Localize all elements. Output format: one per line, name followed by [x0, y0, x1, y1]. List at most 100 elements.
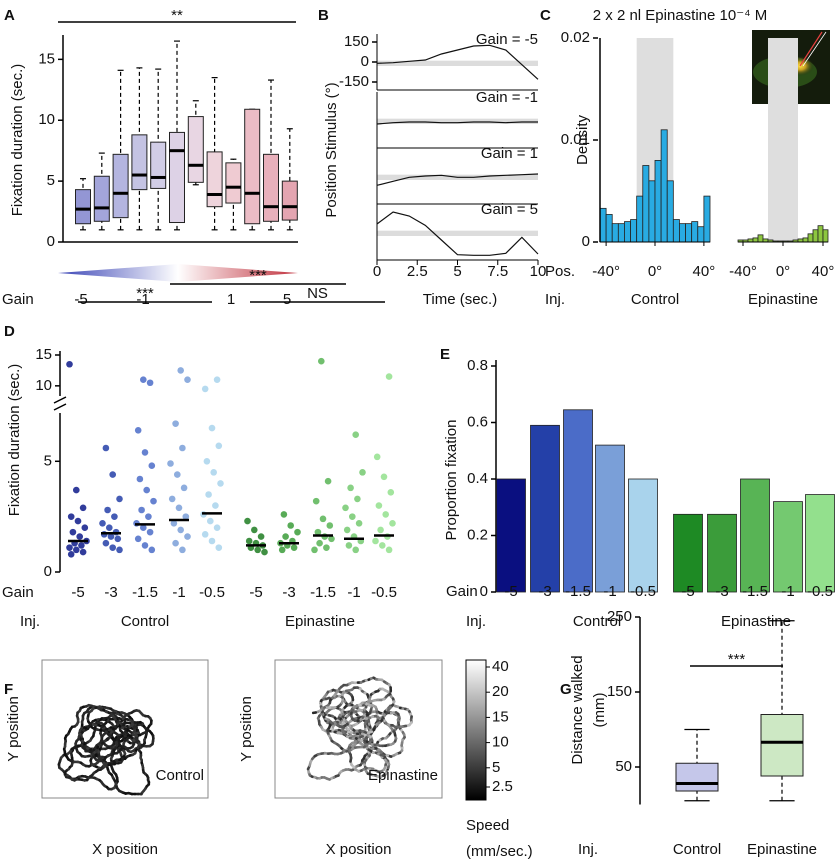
dot — [244, 517, 251, 525]
colorbar — [58, 264, 298, 282]
group-label: Epinastine — [285, 613, 355, 630]
bar — [757, 234, 764, 243]
dot — [143, 486, 150, 494]
dot — [380, 473, 388, 481]
colorbar-tick-label: -1 — [136, 291, 149, 308]
bar — [496, 478, 526, 593]
dot — [172, 420, 179, 427]
colorbar-tick-label: -5 — [74, 291, 87, 308]
dot — [349, 513, 356, 520]
bar — [630, 219, 638, 243]
x-axis-label: X position — [92, 841, 158, 858]
x-tick-label: -1 — [172, 584, 185, 601]
dot — [146, 528, 154, 536]
x-tick-label: -3 — [538, 583, 551, 600]
panel-letter: C — [540, 7, 551, 24]
bar — [673, 513, 703, 593]
dot — [146, 379, 154, 387]
x-tick-label: -40° — [592, 263, 620, 280]
x-tick-label: 40° — [812, 263, 835, 280]
box — [75, 189, 91, 225]
colorbar-tick-label: 20 — [492, 683, 509, 700]
dot — [73, 486, 80, 494]
dot — [213, 524, 221, 532]
box — [93, 175, 110, 222]
colorbar-tick-label: 40 — [492, 658, 509, 675]
dot — [203, 457, 211, 465]
dot — [177, 526, 184, 534]
significance: *** — [136, 285, 154, 302]
dot — [343, 526, 351, 534]
legend-label: Gain = 1 — [481, 145, 538, 162]
panel-letter: F — [4, 681, 13, 698]
y-tick-label: 5 — [44, 452, 52, 469]
box — [150, 141, 167, 189]
dot — [177, 367, 184, 374]
bar — [817, 225, 824, 243]
dot — [354, 495, 361, 503]
box — [225, 162, 242, 204]
dot — [294, 528, 301, 536]
dot — [179, 546, 186, 554]
dot — [254, 546, 261, 554]
bar — [807, 233, 814, 243]
y-axis-label: (mm) — [591, 693, 608, 728]
dot — [182, 513, 190, 520]
dot — [287, 522, 295, 529]
dot — [215, 442, 223, 450]
dot — [79, 504, 87, 512]
x-tick-label: -1 — [781, 583, 794, 600]
x-tick-label: -0.5 — [807, 583, 833, 600]
trace — [376, 173, 539, 186]
dot — [67, 513, 75, 520]
x-tick-label: 5 — [453, 263, 461, 280]
dot — [150, 497, 157, 505]
dot — [148, 546, 156, 554]
y-tick-label: 10 — [38, 111, 55, 128]
box — [187, 116, 204, 183]
box — [244, 108, 261, 225]
box — [169, 131, 185, 224]
dot — [385, 546, 393, 554]
panel-letter: B — [318, 7, 329, 24]
dot — [319, 515, 327, 523]
x-tick-label: -3 — [715, 583, 728, 600]
dot — [205, 491, 212, 498]
bar — [636, 195, 644, 243]
bar — [642, 165, 650, 243]
row-label: Pos. — [545, 263, 575, 280]
dot — [261, 548, 268, 556]
y-tick-label: 10 — [35, 377, 52, 394]
bar — [752, 237, 759, 243]
dot — [207, 517, 214, 525]
x-tick-label: -3 — [104, 584, 117, 601]
row-label: Gain — [2, 584, 34, 601]
significance: NS — [307, 285, 328, 302]
box — [281, 180, 298, 221]
y-tick-label: 0 — [480, 583, 488, 600]
dot — [318, 357, 325, 365]
panel-letter: A — [4, 7, 15, 24]
x-tick-label: -1 — [603, 583, 616, 600]
dot — [359, 469, 366, 476]
dot — [81, 524, 89, 532]
dot — [102, 539, 110, 547]
colorbar-title: Gain — [2, 291, 34, 308]
condition-label: Epinastine — [368, 767, 438, 784]
dot — [323, 544, 330, 551]
bar — [672, 219, 680, 243]
dot — [107, 533, 115, 540]
dot — [245, 537, 253, 545]
dot — [174, 471, 181, 478]
dot — [134, 535, 142, 543]
bar — [740, 478, 770, 593]
y-tick-label: 50 — [615, 758, 632, 775]
dot — [66, 544, 73, 551]
dot — [347, 484, 354, 492]
bar — [773, 501, 803, 593]
dot — [382, 511, 390, 518]
reference-band — [377, 230, 538, 236]
x-tick-label: -5 — [504, 583, 517, 600]
dot — [314, 528, 322, 536]
